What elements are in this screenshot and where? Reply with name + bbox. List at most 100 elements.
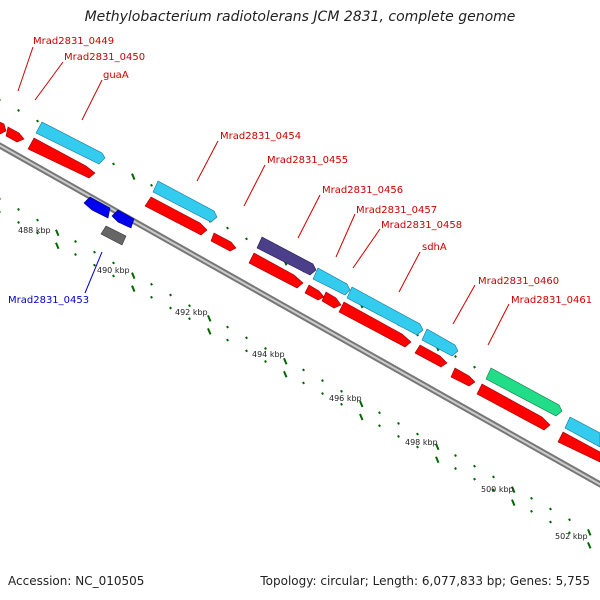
gene-label[interactable]: Mrad2831_0458 [381, 220, 462, 231]
gene-label[interactable]: guaA [103, 70, 129, 81]
tick-mark [568, 531, 571, 535]
gene-labels: Mrad2831_0449 Mrad2831_0450 guaA Mrad283… [8, 36, 592, 306]
tick-mark [150, 282, 153, 286]
gene-feature[interactable] [152, 180, 218, 223]
cds-feature[interactable] [557, 431, 600, 463]
tick-mark [55, 229, 60, 237]
scale-label-488: 488 kbp [18, 226, 51, 235]
scale-label-498: 498 kbp [405, 438, 438, 447]
cds-feature[interactable] [144, 196, 208, 236]
gene-label[interactable]: Mrad2831_0454 [220, 131, 301, 142]
cds-feature[interactable] [210, 232, 237, 252]
tick-mark [568, 518, 571, 522]
tick-mark [435, 456, 440, 464]
label-leaders [17, 46, 510, 346]
gene-feature[interactable] [421, 328, 459, 357]
tick-mark [473, 464, 476, 468]
scale-label-502: 502 kbp [555, 532, 588, 541]
gene-label[interactable]: Mrad2831_0450 [64, 52, 145, 63]
tick-mark [169, 306, 172, 310]
scale-label-490: 490 kbp [97, 266, 130, 275]
scale-label-492: 492 kbp [175, 308, 208, 317]
tick-mark [74, 240, 77, 243]
tick-mark [340, 402, 343, 406]
tick-mark [473, 477, 476, 481]
tick-mark [264, 347, 267, 350]
gene-label[interactable]: Mrad2831_0461 [511, 295, 592, 306]
tick-mark [587, 542, 592, 549]
scale-labels: 488 kbp 490 kbp 492 kbp 494 kbp 496 kbp … [18, 226, 588, 541]
tick-mark [340, 389, 343, 393]
cds-feature[interactable] [338, 301, 412, 348]
tick-mark [283, 370, 288, 378]
scale-label-494: 494 kbp [252, 350, 285, 359]
tick-mark [74, 253, 77, 256]
cds-feature[interactable] [450, 367, 476, 387]
gene-feature[interactable] [346, 286, 424, 336]
gene-feature[interactable] [564, 416, 600, 448]
gene-label[interactable]: Mrad2831_0455 [267, 155, 348, 166]
tick-mark [131, 272, 136, 279]
tick-mark [416, 432, 419, 436]
tick-mark [207, 328, 212, 335]
tick-mark [207, 315, 212, 322]
gene-label[interactable]: Mrad2831_0449 [33, 36, 114, 47]
tick-mark [397, 421, 400, 425]
tick-mark [112, 274, 115, 278]
tick-mark [131, 285, 136, 292]
map-title: Methylobacterium radiotolerans JCM 2831,… [84, 9, 516, 25]
tick-mark [36, 218, 39, 222]
tick-mark [359, 400, 364, 408]
accession-text: Accession: NC_010505 [8, 574, 145, 588]
tick-mark [112, 162, 115, 166]
tick-mark [435, 443, 440, 451]
reverse-cds-feature[interactable] [111, 209, 135, 229]
tick-mark [112, 261, 115, 265]
cds-feature[interactable] [414, 344, 448, 368]
other-feature[interactable] [100, 225, 127, 246]
backbone [0, 142, 600, 488]
scale-label-496: 496 kbp [329, 394, 362, 403]
tick-mark [587, 529, 592, 536]
tick-mark [169, 293, 172, 297]
gene-feature[interactable] [35, 121, 106, 165]
tick-mark-rows [0, 98, 592, 549]
rna-feature[interactable] [485, 367, 563, 417]
tick-mark [226, 325, 229, 329]
tick-mark [245, 349, 248, 353]
gene-label[interactable]: Mrad2831_0453 [8, 295, 89, 306]
tick-mark [549, 520, 552, 524]
tick-mark [245, 336, 248, 340]
tick-mark [36, 119, 39, 123]
tick-mark [17, 207, 20, 211]
cds-feature[interactable] [0, 120, 7, 135]
scale-label-500: 500 kbp [481, 485, 514, 494]
tick-mark [492, 475, 495, 479]
rna-feature[interactable] [256, 236, 317, 276]
tick-mark [473, 365, 476, 369]
gene-label[interactable]: Mrad2831_0457 [356, 205, 437, 216]
gene-label[interactable]: sdhA [422, 242, 447, 253]
cds-feature[interactable] [476, 383, 551, 431]
cds-feature[interactable] [248, 252, 304, 289]
cds-feature[interactable] [321, 291, 342, 309]
tick-mark [378, 424, 381, 428]
gene-feature[interactable] [312, 267, 351, 296]
tick-mark [454, 355, 457, 358]
gene-label[interactable]: Mrad2831_0456 [322, 185, 403, 196]
genome-stats-text: Topology: circular; Length: 6,077,833 bp… [260, 574, 590, 588]
features [0, 120, 600, 463]
cds-feature[interactable] [304, 284, 325, 301]
tick-mark [397, 434, 400, 438]
tick-mark [359, 413, 364, 421]
tick-mark [245, 237, 248, 241]
tick-mark [549, 507, 552, 511]
tick-mark [226, 338, 229, 342]
reverse-cds-feature[interactable] [83, 196, 111, 219]
cds-feature[interactable] [5, 126, 25, 143]
cds-feature[interactable] [27, 137, 96, 179]
tick-mark [283, 357, 288, 365]
tick-mark [321, 392, 324, 396]
gene-label[interactable]: Mrad2831_0460 [478, 276, 559, 287]
